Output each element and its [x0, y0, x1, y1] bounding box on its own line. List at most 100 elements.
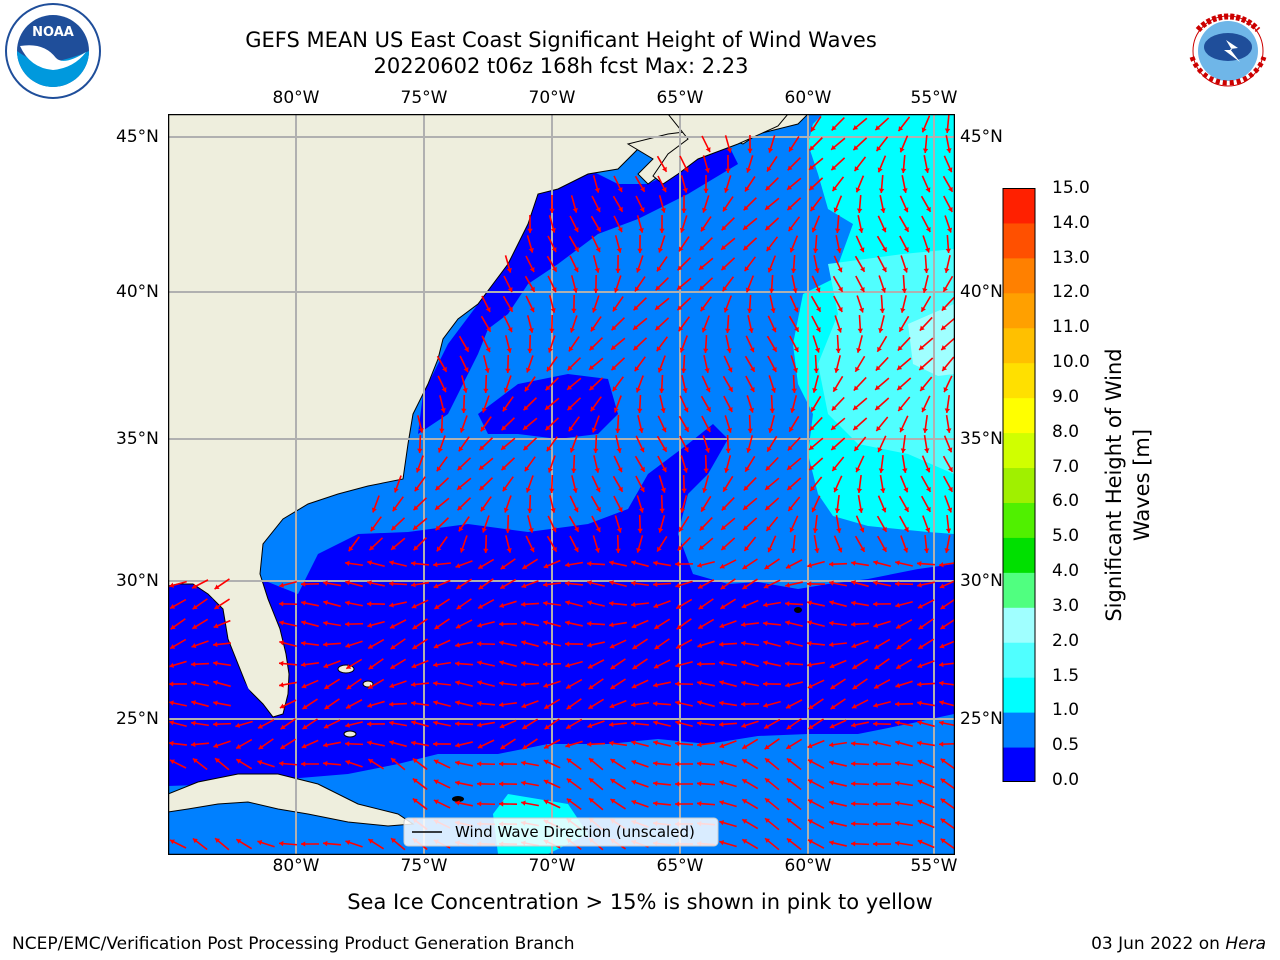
wave-direction-arrowhead — [617, 467, 623, 473]
wave-direction-arrowhead — [660, 408, 666, 413]
wave-direction-arrowhead — [658, 527, 664, 533]
wave-direction-arrowhead — [947, 167, 953, 173]
wave-direction-arrowhead — [903, 526, 909, 532]
wave-direction-arrowhead — [661, 187, 667, 193]
wave-direction-arrowhead — [477, 781, 482, 787]
wave-direction-arrowhead — [881, 227, 887, 233]
wave-direction-arrowhead — [506, 267, 512, 273]
wave-direction-arrowhead — [793, 307, 799, 313]
wave-direction-arrowhead — [543, 682, 549, 689]
wave-direction-arrowhead — [704, 167, 710, 173]
wave-direction-arrowhead — [683, 167, 689, 173]
wave-direction-arrowhead — [573, 227, 579, 233]
wave-direction-arrowhead — [521, 780, 526, 786]
wave-direction-arrowhead — [544, 743, 550, 749]
wave-direction-arrowhead — [812, 248, 819, 253]
wave-direction-arrowhead — [301, 841, 306, 847]
wave-direction-arrowhead — [589, 365, 595, 370]
wave-direction-arrowhead — [591, 307, 598, 313]
wave-direction-arrowhead — [726, 348, 732, 353]
wave-direction-arrowhead — [480, 506, 486, 512]
wave-direction-arrowhead — [433, 720, 438, 726]
wave-direction-arrowhead — [634, 366, 640, 372]
wave-direction-arrowhead — [566, 778, 572, 784]
lon-tick-top: 80°W — [272, 88, 320, 108]
wave-direction-arrowhead — [543, 600, 548, 606]
wave-direction-arrowhead — [389, 602, 394, 608]
wave-direction-arrowhead — [873, 761, 878, 767]
wave-direction-arrowhead — [455, 563, 461, 569]
wave-direction-arrowhead — [609, 703, 615, 709]
wave-direction-arrowhead — [917, 720, 923, 726]
wave-direction-arrowhead — [659, 388, 665, 393]
wave-direction-arrowhead — [484, 367, 490, 373]
wave-direction-arrowhead — [367, 622, 373, 628]
wave-direction-arrowhead — [345, 722, 350, 728]
wave-direction-arrowhead — [551, 287, 557, 293]
wave-direction-arrowhead — [875, 365, 881, 371]
wave-direction-arrowhead — [500, 564, 506, 570]
colorbar-segment — [1003, 537, 1035, 573]
wave-direction-arrowhead — [898, 405, 904, 411]
wave-direction-arrowhead — [634, 286, 640, 292]
wave-direction-arrowhead — [389, 581, 394, 587]
wave-direction-arrowhead — [545, 425, 551, 431]
wave-direction-arrowhead — [788, 226, 794, 232]
wave-direction-arrowhead — [455, 700, 460, 706]
wave-direction-arrowhead — [699, 545, 705, 550]
wave-direction-arrowhead — [873, 740, 878, 746]
wave-direction-arrowhead — [656, 266, 662, 272]
wave-direction-arrowhead — [917, 740, 922, 746]
wave-direction-arrowhead — [787, 465, 793, 470]
wave-direction-arrowhead — [698, 624, 704, 629]
wave-direction-arrowhead — [477, 801, 482, 807]
wave-direction-arrowhead — [571, 308, 577, 313]
wave-direction-arrowhead — [749, 347, 755, 353]
wave-direction-arrowhead — [895, 720, 900, 726]
wave-direction-arrowhead — [851, 761, 856, 767]
wave-direction-arrowhead — [279, 760, 284, 767]
wave-direction-arrowhead — [769, 408, 775, 413]
wave-direction-arrowhead — [811, 406, 816, 412]
wave-direction-arrowhead — [477, 743, 483, 749]
wave-direction-arrowhead — [301, 581, 306, 587]
wave-direction-arrowhead — [701, 506, 706, 512]
wave-direction-arrowhead — [367, 601, 372, 607]
wave-direction-arrowhead — [855, 467, 861, 473]
wave-direction-arrowhead — [279, 703, 285, 709]
wave-direction-arrowhead — [675, 700, 680, 706]
wave-direction-arrowhead — [787, 445, 793, 451]
wave-direction-arrowhead — [807, 620, 813, 626]
lon-tick-bottom: 75°W — [400, 856, 448, 876]
wave-direction-arrowhead — [763, 681, 768, 687]
wave-direction-arrowhead — [457, 465, 463, 471]
wave-direction-arrowhead — [522, 564, 528, 569]
wave-direction-arrowhead — [589, 798, 595, 803]
wave-direction-arrowhead — [552, 546, 557, 552]
wave-direction-arrowhead — [944, 128, 951, 133]
wave-direction-arrowhead — [573, 507, 579, 513]
wave-direction-arrowhead — [503, 507, 509, 513]
wave-direction-arrowhead — [701, 327, 707, 333]
wave-direction-arrowhead — [704, 447, 710, 453]
wave-direction-arrowhead — [697, 720, 702, 727]
wave-direction-arrowhead — [633, 345, 639, 351]
wave-direction-arrowhead — [765, 818, 770, 824]
wave-direction-arrowhead — [527, 348, 533, 353]
wave-direction-arrowhead — [412, 624, 418, 630]
wave-direction-arrowhead — [501, 445, 507, 450]
wave-direction-arrowhead — [742, 819, 748, 824]
wave-direction-arrowhead — [920, 385, 926, 391]
wave-direction-arrowhead — [851, 560, 856, 566]
wave-direction-arrowhead — [939, 680, 944, 686]
wave-direction-arrowhead — [587, 723, 593, 729]
wave-direction-arrowhead — [788, 506, 794, 512]
wave-direction-arrowhead — [522, 744, 528, 750]
wave-direction-arrowhead — [436, 466, 442, 472]
wave-direction-arrowhead — [700, 226, 706, 232]
map-svg: Wind Wave Direction (unscaled) — [167, 113, 956, 856]
wave-direction-arrowhead — [587, 580, 592, 586]
wave-direction-arrowhead — [832, 466, 838, 471]
wave-direction-arrowhead — [697, 680, 702, 686]
wave-direction-arrowhead — [477, 680, 483, 686]
